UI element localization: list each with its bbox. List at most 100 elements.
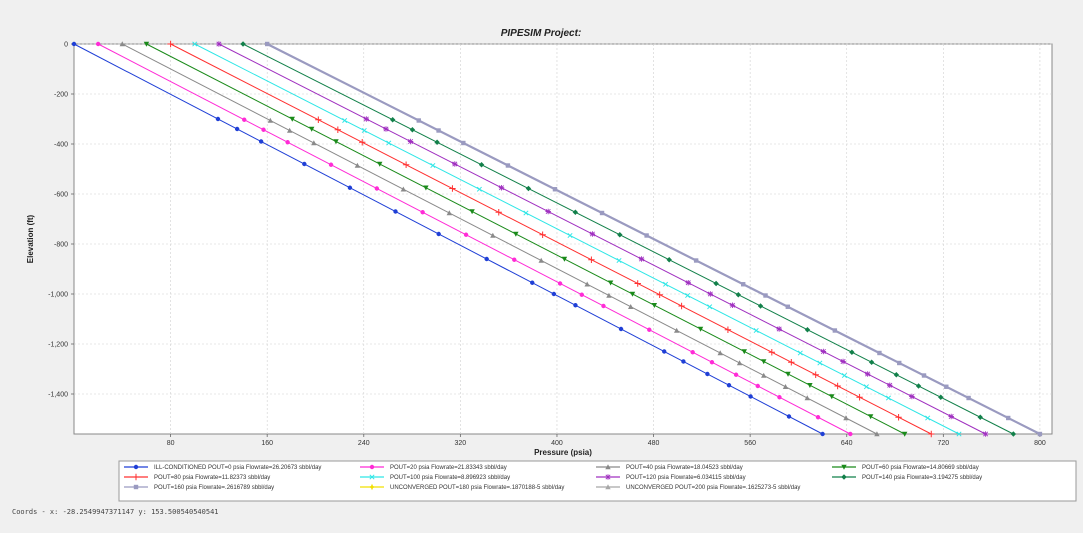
series-3	[119, 41, 880, 437]
series-point	[363, 116, 370, 122]
series-point	[513, 231, 519, 237]
series-point	[354, 162, 361, 168]
series-point	[804, 327, 811, 333]
legend-item: ILL-CONDITIONED POUT=0 psia Flowrate=26.…	[124, 464, 321, 471]
series-point	[616, 257, 622, 264]
legend-label: ILL-CONDITIONED POUT=0 psia Flowrate=26.…	[154, 465, 321, 471]
series-point	[717, 350, 723, 356]
series-point	[662, 349, 667, 354]
series-point	[777, 395, 782, 400]
x-tick-label: 160	[261, 440, 273, 447]
series-point	[393, 209, 398, 214]
legend-item: POUT=60 psia Flowrate=14.80669 sbbl/day	[832, 464, 979, 471]
series-point	[726, 383, 732, 388]
series-point	[567, 232, 573, 239]
series-point	[753, 327, 759, 334]
series-point	[285, 140, 290, 145]
series-point	[724, 326, 732, 333]
series-point	[484, 256, 489, 262]
series-point	[119, 41, 125, 47]
legend-item: POUT=140 psia Flowrate=3.194275 sbbl/day	[832, 474, 982, 481]
series-point	[436, 128, 441, 133]
series-point	[71, 41, 77, 47]
series-point	[729, 302, 736, 308]
x-tick-label: 240	[358, 440, 370, 447]
series-point	[629, 291, 636, 297]
series-point	[551, 291, 557, 297]
series-point	[216, 41, 222, 47]
series-point	[713, 280, 719, 287]
series-point	[407, 138, 414, 145]
legend: ILL-CONDITIONED POUT=0 psia Flowrate=26.…	[124, 464, 982, 491]
series-point	[741, 282, 746, 287]
series-point	[944, 384, 949, 389]
series-point	[685, 292, 691, 299]
series-point	[618, 326, 624, 332]
series-point	[864, 371, 871, 377]
series-point	[512, 257, 517, 262]
x-tick-label: 480	[648, 440, 660, 447]
series-line	[218, 43, 986, 435]
series-line	[194, 43, 960, 435]
series-point	[261, 127, 266, 132]
legend-label: POUT=160 psia Flowrate=.2616789 sbbl/day	[154, 485, 274, 491]
y-axis-ticks: 0 -200 -400 -600 -800 -1,000 -1,200 -1,400	[48, 42, 74, 399]
series-point	[638, 256, 645, 262]
legend-swatch-marker	[841, 464, 847, 470]
series-1	[71, 41, 825, 437]
series-point	[333, 139, 339, 145]
series-point	[584, 281, 590, 287]
series-point	[748, 394, 753, 399]
series-line	[97, 43, 851, 435]
legend-label: POUT=20 psia Flowrate=21.83343 sbbl/day	[390, 465, 507, 471]
legend-swatch-marker	[133, 484, 139, 490]
series-point	[874, 431, 880, 437]
series-point	[461, 140, 466, 146]
series-point	[607, 280, 614, 286]
series-point	[848, 431, 853, 437]
series-point	[893, 372, 900, 378]
series-point	[921, 373, 927, 378]
series-point	[315, 116, 322, 123]
series-point	[557, 281, 563, 286]
series-line	[73, 43, 823, 435]
series-point	[877, 350, 882, 356]
series-point	[469, 209, 475, 215]
legend-item: POUT=20 psia Flowrate=21.83343 sbbl/day	[360, 464, 507, 471]
x-tick-label: 560	[744, 440, 756, 447]
series-point	[498, 185, 505, 191]
series-line	[122, 43, 878, 435]
series-point	[409, 127, 416, 133]
x-tick-label: 400	[551, 440, 563, 447]
series-point	[311, 140, 317, 146]
series-point	[804, 395, 810, 401]
series-point	[402, 161, 410, 168]
series-point	[588, 256, 595, 263]
series-point	[309, 126, 315, 132]
series-point	[302, 161, 307, 167]
legend-swatch-marker	[605, 464, 611, 470]
series-point	[215, 116, 221, 122]
series-point	[328, 162, 334, 167]
grid	[74, 43, 1052, 434]
y-tick-label: 0	[64, 42, 68, 49]
series-point	[901, 431, 908, 437]
legend-swatch-marker	[841, 474, 847, 480]
series-4	[143, 41, 908, 437]
y-axis-title: Elevation (ft)	[26, 214, 35, 263]
y-tick-label: -1,200	[48, 342, 68, 349]
series-point	[525, 185, 532, 192]
series-point	[938, 394, 944, 400]
legend-box	[118, 460, 1077, 502]
series-point	[735, 292, 742, 298]
series-point	[681, 359, 686, 364]
legend-label: POUT=100 psia Flowrate=8.896923 sbbl/day	[390, 475, 510, 481]
series-point	[258, 139, 264, 144]
series-point	[843, 415, 849, 421]
series-point	[334, 126, 342, 133]
series-point	[741, 349, 747, 355]
series-point	[666, 257, 672, 263]
series-point	[1010, 431, 1017, 437]
series-point	[868, 359, 875, 365]
series-5	[167, 40, 935, 438]
